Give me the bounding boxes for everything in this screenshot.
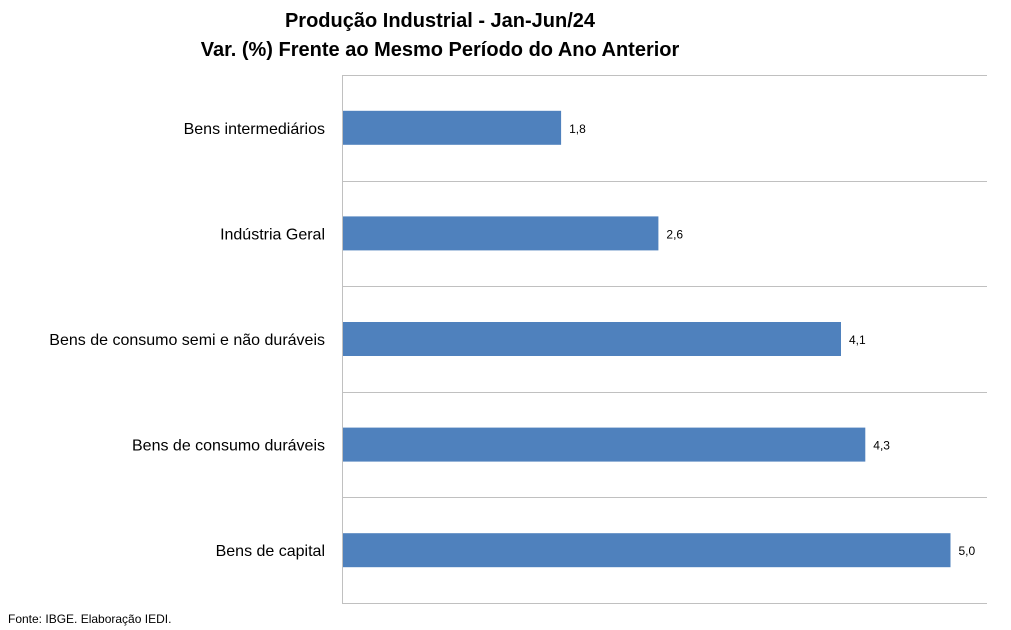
bar [343, 322, 841, 356]
chart-title: Produção Industrial - Jan-Jun/24 [284, 10, 596, 32]
category-label: Bens de consumo duráveis [132, 438, 325, 455]
bar [343, 110, 562, 145]
category-label: Bens de consumo semi e não duráveis [49, 332, 325, 349]
category-label: Bens intermediários [184, 121, 325, 138]
source-note: Fonte: IBGE. Elaboração IEDI. [8, 612, 172, 626]
chart-subtitle: Var. (%) Frente ao Mesmo Período do Ano … [200, 39, 680, 61]
bar [343, 216, 659, 251]
data-label: 5,0 [959, 544, 976, 558]
category-label: Bens de capital [216, 543, 325, 560]
data-label: 4,1 [849, 333, 866, 347]
bar [343, 533, 951, 568]
category-label: Indústria Geral [220, 226, 325, 243]
bar [343, 427, 866, 462]
data-label: 2,6 [666, 227, 683, 241]
data-label: 1,8 [569, 122, 586, 136]
data-label: 4,3 [873, 439, 890, 453]
